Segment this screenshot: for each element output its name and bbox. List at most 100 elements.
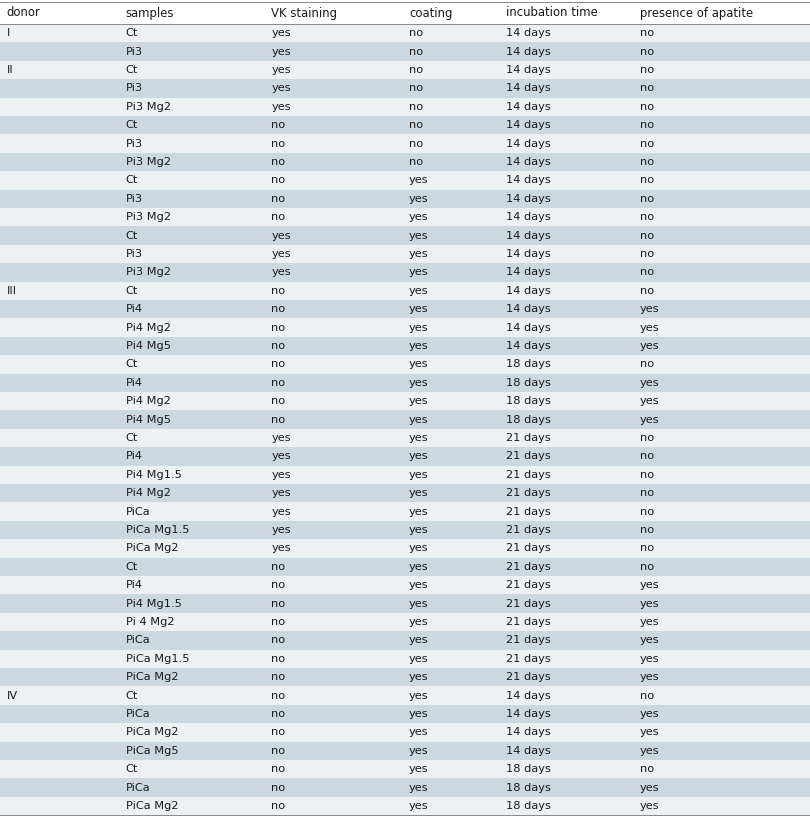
Text: no: no (271, 783, 286, 793)
Text: yes: yes (640, 746, 659, 756)
Text: yes: yes (271, 470, 291, 480)
Text: 18 days: 18 days (506, 764, 551, 774)
Bar (0, 447, 810, 465)
Text: no: no (640, 690, 654, 701)
Text: PiCa: PiCa (126, 709, 150, 719)
Text: 18 days: 18 days (506, 360, 551, 370)
Bar (0, 465, 810, 484)
Text: no: no (409, 157, 424, 167)
Text: 14 days: 14 days (506, 194, 551, 204)
Bar (0, 595, 810, 613)
Text: Pi3: Pi3 (126, 139, 143, 149)
Text: Ct: Ct (126, 65, 138, 75)
Text: presence of apatite: presence of apatite (640, 7, 753, 19)
Text: 14 days: 14 days (506, 267, 551, 277)
Text: no: no (640, 231, 654, 240)
Text: donor: donor (6, 7, 40, 19)
Text: yes: yes (271, 543, 291, 554)
Text: no: no (640, 525, 654, 535)
Text: no: no (271, 672, 286, 682)
Text: no: no (271, 120, 286, 130)
Text: no: no (409, 65, 424, 75)
Bar (0, 24, 810, 42)
Text: 18 days: 18 days (506, 801, 551, 811)
Text: Pi3: Pi3 (126, 249, 143, 259)
Text: PiCa: PiCa (126, 783, 150, 793)
Text: no: no (640, 213, 654, 223)
Text: yes: yes (409, 746, 428, 756)
Text: no: no (640, 102, 654, 112)
Text: yes: yes (640, 396, 659, 407)
Text: yes: yes (409, 635, 428, 645)
Text: yes: yes (409, 341, 428, 351)
Text: no: no (640, 29, 654, 38)
Bar (0, 60, 810, 79)
Text: Pi 4 Mg2: Pi 4 Mg2 (126, 617, 174, 627)
Text: yes: yes (271, 507, 291, 517)
Text: yes: yes (271, 46, 291, 56)
Text: no: no (271, 341, 286, 351)
Text: no: no (271, 378, 286, 388)
Text: no: no (271, 157, 286, 167)
Bar (0, 79, 810, 97)
Text: Pi4: Pi4 (126, 378, 143, 388)
Text: yes: yes (409, 562, 428, 572)
Text: Ct: Ct (126, 690, 138, 701)
Text: 18 days: 18 days (506, 378, 551, 388)
Text: Pi4 Mg1.5: Pi4 Mg1.5 (126, 470, 181, 480)
Bar (0, 576, 810, 595)
Text: 21 days: 21 days (506, 433, 551, 443)
Text: no: no (640, 562, 654, 572)
Text: yes: yes (409, 690, 428, 701)
Text: yes: yes (640, 672, 659, 682)
Text: no: no (640, 249, 654, 259)
Text: VK staining: VK staining (271, 7, 337, 19)
Text: no: no (271, 176, 286, 186)
Text: 21 days: 21 days (506, 654, 551, 664)
Text: yes: yes (271, 102, 291, 112)
Text: 14 days: 14 days (506, 102, 551, 112)
Text: 21 days: 21 days (506, 617, 551, 627)
Text: no: no (271, 617, 286, 627)
Text: yes: yes (409, 525, 428, 535)
Text: yes: yes (271, 451, 291, 461)
Text: no: no (271, 415, 286, 424)
Text: yes: yes (409, 378, 428, 388)
Text: 21 days: 21 days (506, 543, 551, 554)
Bar (0, 428, 810, 447)
Bar (0, 558, 810, 576)
Bar (0, 392, 810, 411)
Text: 21 days: 21 days (506, 580, 551, 591)
Text: no: no (640, 176, 654, 186)
Bar (0, 649, 810, 668)
Text: Pi4: Pi4 (126, 451, 143, 461)
Text: Ct: Ct (126, 176, 138, 186)
Text: yes: yes (271, 488, 291, 498)
Text: yes: yes (640, 635, 659, 645)
Text: yes: yes (271, 29, 291, 38)
Bar (0, 355, 810, 374)
Text: yes: yes (409, 672, 428, 682)
Text: no: no (271, 194, 286, 204)
Bar (0, 521, 810, 539)
Text: yes: yes (640, 304, 659, 314)
Text: no: no (640, 360, 654, 370)
Text: no: no (271, 323, 286, 333)
Text: 14 days: 14 days (506, 231, 551, 240)
Text: samples: samples (126, 7, 174, 19)
Text: 14 days: 14 days (506, 323, 551, 333)
Text: PiCa: PiCa (126, 507, 150, 517)
Text: Pi3: Pi3 (126, 194, 143, 204)
Text: yes: yes (640, 580, 659, 591)
Bar (0, 300, 810, 318)
Text: no: no (409, 120, 424, 130)
Text: 21 days: 21 days (506, 635, 551, 645)
Text: 14 days: 14 days (506, 746, 551, 756)
Text: no: no (271, 599, 286, 609)
Text: Pi4 Mg2: Pi4 Mg2 (126, 396, 170, 407)
Text: no: no (409, 83, 424, 93)
Text: yes: yes (271, 83, 291, 93)
Bar (0, 190, 810, 208)
Text: yes: yes (409, 415, 428, 424)
Bar (0, 281, 810, 300)
